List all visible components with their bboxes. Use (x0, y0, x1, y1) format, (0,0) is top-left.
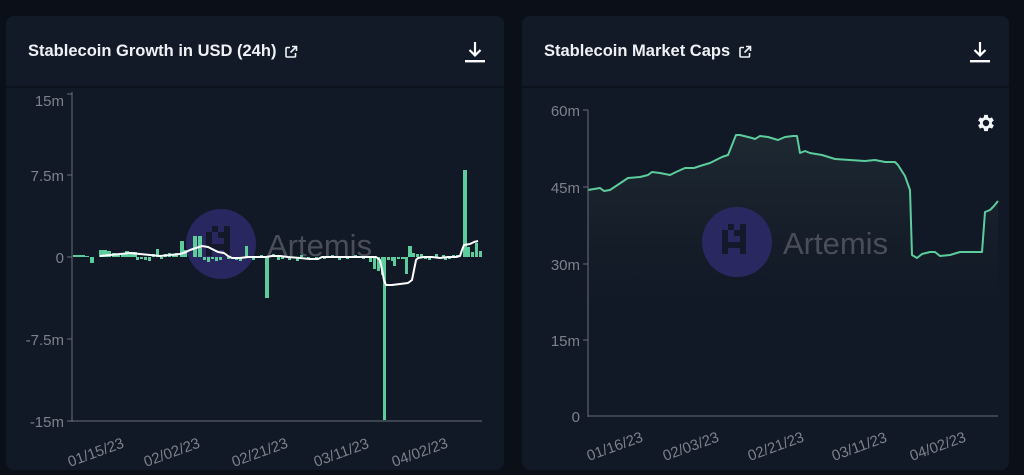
stablecoin-market-caps-card: Stablecoin Market Caps (522, 16, 1009, 470)
stablecoin-growth-card: Stablecoin Growth in USD (24h) (6, 16, 504, 470)
y-axis-ticks: 60m 45m 30m 15m 0 (551, 103, 580, 426)
market-caps-chart-svg: Artemis 60m 45m 30m 15m 0 01/16/23 (551, 103, 999, 465)
x-tick: 01/16/23 (585, 429, 646, 465)
x-tick: 04/02/23 (390, 435, 451, 470)
card-header: Stablecoin Growth in USD (24h) (6, 16, 504, 88)
growth-chart[interactable]: Artemis 15m 7.5m 0 -7.5m -15m 01/15/23 (6, 88, 504, 470)
download-icon[interactable] (969, 40, 991, 64)
x-tick: 02/21/23 (230, 435, 291, 470)
y-tick: 0 (56, 250, 64, 267)
x-axis-ticks: 01/15/23 02/02/23 02/21/23 03/11/23 04/0… (66, 435, 451, 470)
y-tick: 7.5m (31, 168, 64, 185)
external-link-icon[interactable] (738, 45, 752, 59)
y-tick: 30m (551, 257, 580, 274)
y-tick: 15m (35, 93, 64, 110)
x-tick: 02/02/23 (142, 435, 203, 470)
card-title: Stablecoin Growth in USD (24h) (28, 42, 277, 60)
x-axis-ticks: 01/16/23 02/03/23 02/21/23 03/11/23 04/0… (585, 429, 969, 465)
y-axis-ticks: 15m 7.5m 0 -7.5m -15m (26, 93, 64, 431)
card-title: Stablecoin Market Caps (544, 42, 731, 60)
growth-chart-svg: Artemis 15m 7.5m 0 -7.5m -15m 01/15/23 (26, 92, 482, 470)
card-title-link[interactable]: Stablecoin Market Caps (544, 42, 752, 61)
x-tick: 03/11/23 (830, 429, 890, 465)
card-header: Stablecoin Market Caps (522, 16, 1009, 88)
market-cap-area (588, 135, 998, 300)
y-tick: 0 (572, 409, 580, 426)
x-tick: 03/11/23 (312, 435, 372, 470)
y-tick: 45m (551, 180, 580, 197)
market-caps-chart[interactable]: Artemis 60m 45m 30m 15m 0 01/16/23 (522, 88, 1009, 470)
x-tick: 02/03/23 (661, 429, 722, 465)
gear-icon[interactable] (975, 112, 997, 134)
download-icon[interactable] (464, 40, 486, 64)
y-tick: 15m (551, 333, 580, 350)
y-tick: -15m (30, 414, 64, 431)
card-title-link[interactable]: Stablecoin Growth in USD (24h) (28, 42, 298, 61)
x-tick: 02/21/23 (746, 429, 807, 465)
x-tick: 04/02/23 (908, 429, 969, 465)
y-tick: -7.5m (26, 332, 64, 349)
external-link-icon[interactable] (284, 45, 298, 59)
x-tick: 01/15/23 (66, 435, 127, 470)
growth-bars (73, 170, 482, 420)
watermark-text: Artemis (783, 226, 888, 261)
market-cap-line (587, 134, 999, 259)
y-tick: 60m (551, 103, 580, 120)
artemis-watermark: Artemis (186, 209, 372, 279)
artemis-watermark: Artemis (702, 207, 888, 277)
growth-moving-average-line (99, 240, 479, 286)
